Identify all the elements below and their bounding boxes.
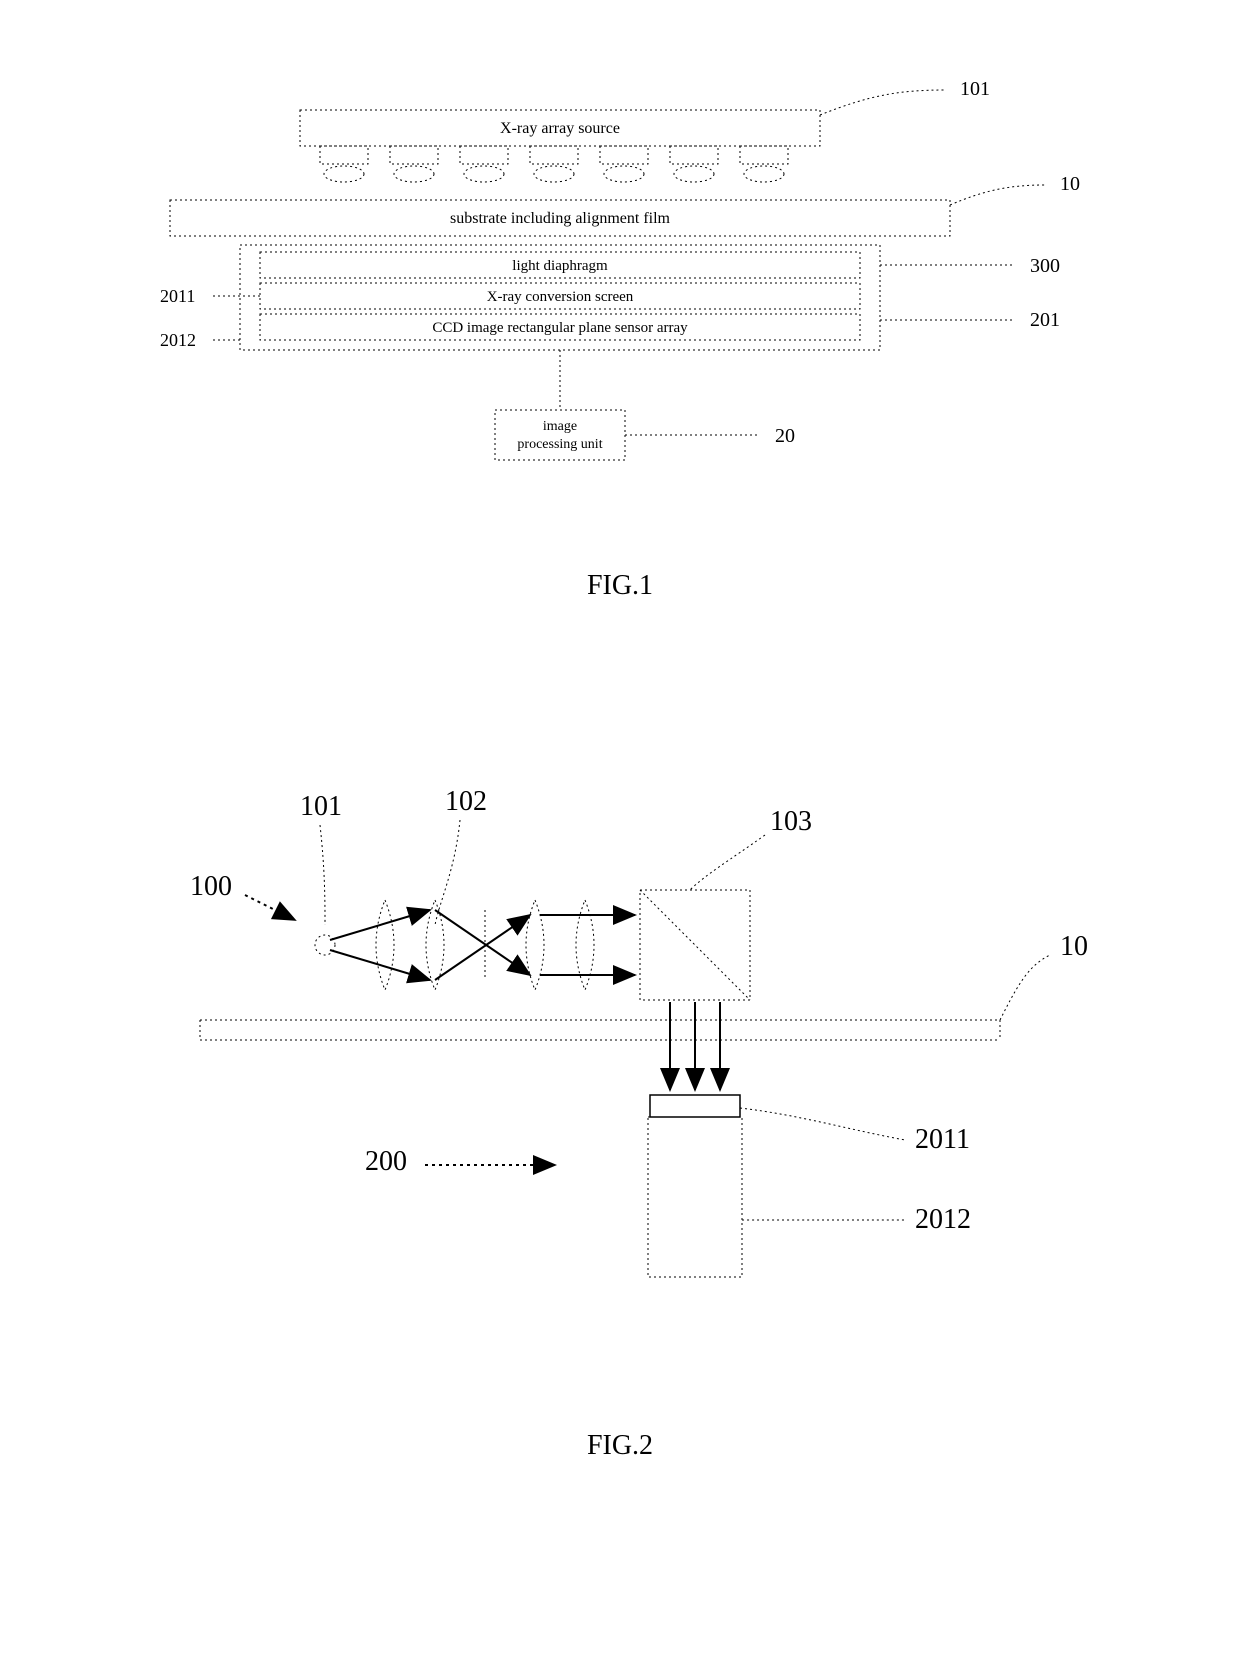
- xray-source-label: X-ray array source: [500, 120, 620, 137]
- lens-row: [320, 146, 788, 182]
- ccd-label: CCD image rectangular plane sensor array: [432, 320, 688, 336]
- ipu-label-line1: image: [543, 419, 577, 434]
- ref-10-leader: [950, 185, 1045, 205]
- ref-300: 300: [1030, 255, 1060, 277]
- ref-2012: 2012: [160, 330, 196, 350]
- box-2011: [650, 1095, 740, 1117]
- fig1-caption: FIG.1: [0, 570, 1240, 602]
- label-101: 101: [300, 791, 342, 822]
- fig1-diagram: X-ray array source 101 substrate includi…: [0, 40, 1240, 600]
- ref-10: 10: [1060, 173, 1080, 195]
- leader-10: [1000, 955, 1050, 1020]
- ray-lines: [330, 910, 635, 980]
- conversion-label: X-ray conversion screen: [487, 289, 634, 305]
- ref-101: 101: [960, 78, 990, 100]
- label-100: 100: [190, 871, 232, 902]
- substrate-label: substrate including alignment film: [450, 210, 671, 227]
- label-103: 103: [770, 806, 812, 837]
- arrow-100: [245, 895, 295, 920]
- ipu-label-line2: processing unit: [517, 437, 602, 452]
- fig2-caption: FIG.2: [0, 1430, 1240, 1462]
- down-arrows: [670, 1002, 720, 1090]
- box-2012: [648, 1117, 742, 1277]
- ref-2011: 2011: [160, 286, 195, 306]
- ref-201: 201: [1030, 309, 1060, 331]
- ref-101-leader: [820, 90, 945, 115]
- prism-box: [640, 890, 750, 1000]
- leader-2011: [740, 1108, 905, 1140]
- fig2-diagram: 101 102 103 100 10 201: [0, 720, 1240, 1440]
- label-2012: 2012: [915, 1204, 971, 1235]
- source-point: [315, 935, 335, 955]
- label-200: 200: [365, 1146, 407, 1177]
- ipu-box: [495, 410, 625, 460]
- ref-20: 20: [775, 425, 795, 447]
- label-10: 10: [1060, 931, 1088, 962]
- label-102: 102: [445, 786, 487, 817]
- leader-101: [320, 825, 325, 925]
- leader-103: [690, 835, 765, 890]
- diaphragm-label: light diaphragm: [512, 258, 608, 274]
- label-2011: 2011: [915, 1124, 970, 1155]
- prism-diagonal: [640, 890, 750, 1000]
- leader-102: [435, 820, 460, 925]
